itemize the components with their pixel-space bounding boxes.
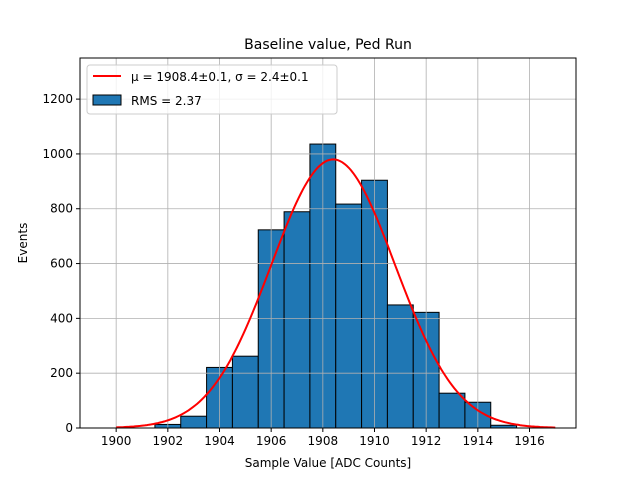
legend-box <box>86 64 338 115</box>
x-tick-label: 1916 <box>514 434 545 448</box>
x-tick-label: 1900 <box>101 434 132 448</box>
x-tick-label: 1902 <box>153 434 184 448</box>
y-tick-label: 1000 <box>42 147 73 161</box>
x-tick-label: 1906 <box>256 434 287 448</box>
y-ticks: 0 200 400 600 800 1000 1200 <box>42 92 80 435</box>
y-tick-label: 600 <box>50 257 73 271</box>
x-tick-label: 1904 <box>204 434 235 448</box>
x-tick-label: 1914 <box>463 434 494 448</box>
x-tick-label: 1908 <box>308 434 339 448</box>
chart-title: Baseline value, Ped Run <box>244 37 412 53</box>
bars <box>80 58 576 429</box>
histogram-bar <box>438 392 466 429</box>
histogram-bar <box>231 355 259 429</box>
legend-fit-label: μ = 1908.4±0.1, σ = 2.4±0.1 <box>131 70 309 84</box>
x-ticks: 1900 1902 1904 1906 1908 1910 1912 1914 1916 <box>101 428 545 448</box>
y-axis-label: Events <box>16 223 30 264</box>
histogram-bar <box>180 415 208 429</box>
legend: μ = 1908.4±0.1, σ = 2.4±0.1 RMS = 2.37 <box>86 64 338 115</box>
x-axis-label: Sample Value [ADC Counts] <box>245 456 411 470</box>
histogram-bar <box>283 211 311 429</box>
gaussian-fit-line <box>116 158 556 429</box>
y-tick-label: 0 <box>65 421 73 435</box>
y-tick-label: 1200 <box>42 92 73 106</box>
y-tick-label: 400 <box>50 311 73 325</box>
y-tick-label: 200 <box>50 366 73 380</box>
x-tick-label: 1910 <box>359 434 390 448</box>
legend-rms-label: RMS = 2.37 <box>131 94 202 108</box>
y-tick-label: 800 <box>50 202 73 216</box>
histogram-bar <box>386 304 414 429</box>
legend-rms-swatch <box>92 94 122 106</box>
x-tick-label: 1912 <box>411 434 442 448</box>
axes-frame <box>79 57 577 429</box>
histogram-bar <box>335 203 363 429</box>
